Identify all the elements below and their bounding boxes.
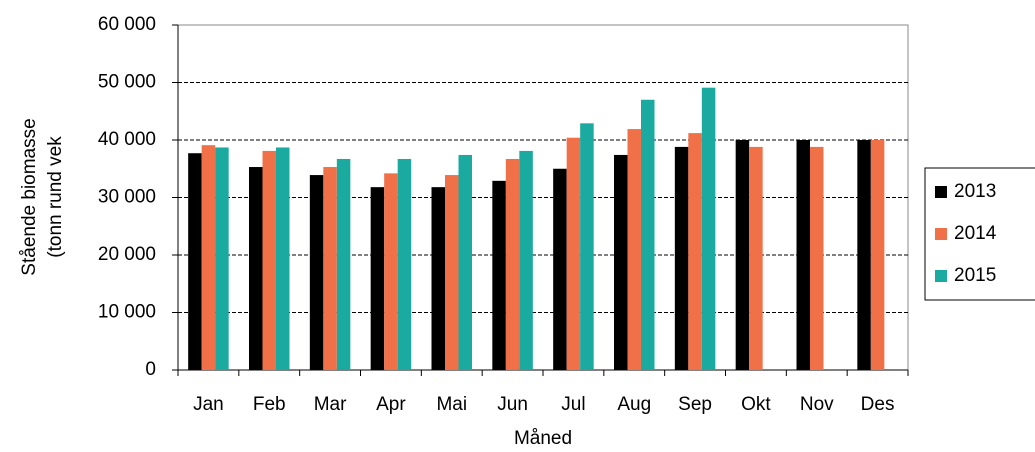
- y-tick-label: 10 000: [98, 302, 156, 323]
- bar: [249, 167, 263, 370]
- y-tick-label: 20 000: [98, 244, 156, 265]
- bar: [735, 140, 750, 370]
- bar: [309, 175, 324, 370]
- y-tick-label: 50 000: [98, 72, 156, 93]
- legend-label: 2013: [954, 181, 996, 202]
- bar: [188, 153, 202, 370]
- bar: [201, 145, 216, 370]
- x-tick-label: Aug: [617, 394, 651, 415]
- y-tick-label: 40 000: [98, 129, 156, 150]
- y-axis-title: (tonn rund vek: [45, 136, 66, 258]
- bar: [641, 99, 655, 370]
- x-axis-title: Måned: [514, 428, 572, 449]
- x-tick-label: Apr: [376, 394, 406, 415]
- bar: [336, 158, 351, 370]
- bar: [796, 140, 810, 370]
- y-tick-label: 30 000: [98, 187, 156, 208]
- x-tick-label: Jul: [561, 394, 585, 415]
- y-tick-label: 60 000: [98, 14, 156, 35]
- x-tick-label: Jan: [193, 394, 224, 415]
- legend-swatch: [935, 270, 947, 282]
- bar: [492, 180, 506, 370]
- y-tick-label: 0: [145, 359, 156, 380]
- x-tick-label: Des: [861, 394, 895, 415]
- legend-label: 2014: [954, 223, 997, 244]
- x-tick-label: Feb: [253, 394, 286, 415]
- x-tick-label: Mar: [314, 394, 347, 415]
- bar: [627, 129, 641, 370]
- bar: [701, 87, 716, 371]
- bar: [810, 146, 824, 370]
- bar: [566, 137, 581, 370]
- legend-swatch: [935, 228, 947, 240]
- bar: [870, 140, 885, 370]
- x-tick-label: Okt: [741, 394, 771, 415]
- legend-swatch: [935, 186, 947, 198]
- bar: [614, 154, 628, 370]
- bar: [458, 154, 472, 370]
- y-axis-title: Stående biomasse: [19, 118, 40, 275]
- bar: [505, 158, 520, 370]
- bar: [370, 187, 385, 370]
- legend-label: 2015: [954, 265, 996, 286]
- bar: [857, 140, 871, 370]
- x-tick-label: Sep: [678, 394, 712, 415]
- bar: [674, 146, 689, 370]
- bar: [580, 123, 594, 370]
- x-tick-label: Nov: [800, 394, 834, 415]
- bar: [553, 168, 567, 370]
- bar: [397, 158, 412, 370]
- bar: [688, 133, 702, 370]
- x-tick-label: Jun: [497, 394, 528, 415]
- bar: [323, 167, 337, 370]
- x-tick-label: Mai: [436, 394, 467, 415]
- bar: [749, 146, 763, 370]
- bar: [262, 150, 276, 370]
- bar: [519, 150, 533, 370]
- bar: [276, 147, 290, 370]
- bar: [384, 173, 398, 370]
- bar: [215, 147, 229, 370]
- bar: [431, 187, 445, 370]
- bar: [445, 175, 459, 370]
